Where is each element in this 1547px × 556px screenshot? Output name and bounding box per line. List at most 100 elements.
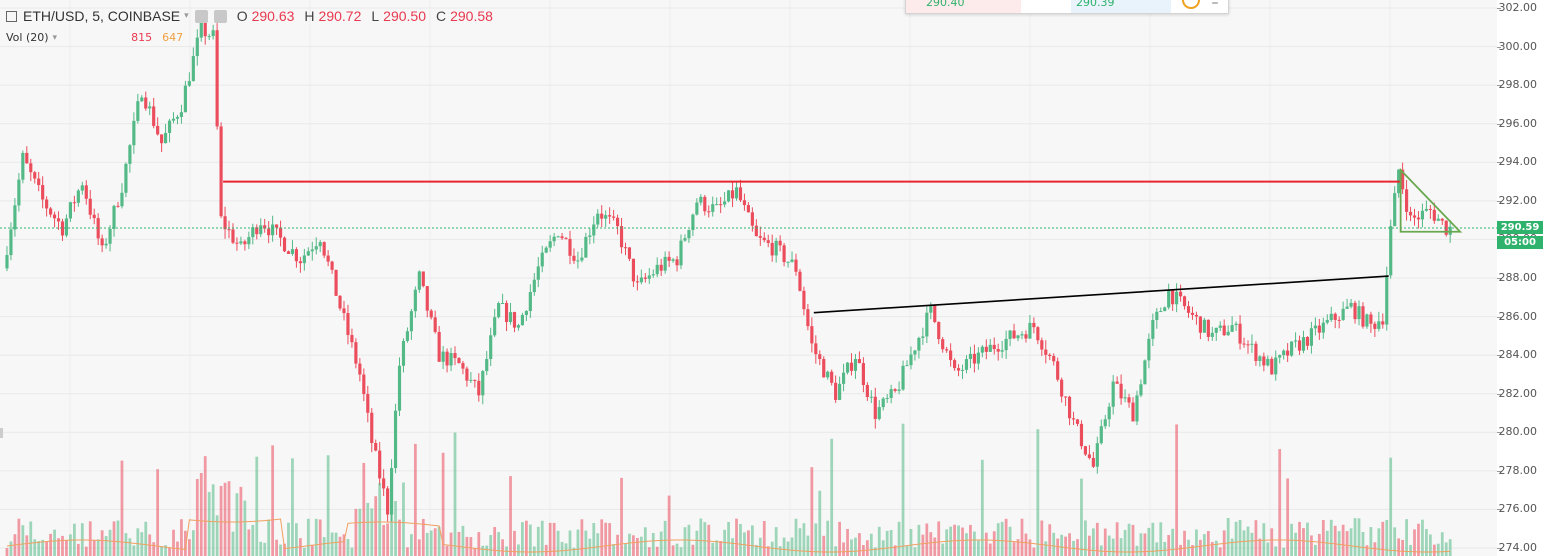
candle-body	[386, 488, 390, 515]
volume-bar	[199, 472, 203, 556]
candle-body	[576, 260, 580, 262]
candle-body	[1230, 325, 1234, 332]
volume-bar	[481, 545, 485, 556]
volume-bar	[219, 485, 223, 556]
chevron-down-icon[interactable]: ▾	[184, 11, 189, 21]
volume-bar	[1107, 535, 1111, 556]
add-icon[interactable]	[93, 32, 105, 44]
candle-body	[1373, 323, 1377, 329]
volume-bar	[1171, 528, 1175, 556]
candle-body	[584, 236, 588, 258]
volume-bar	[945, 529, 949, 556]
volume-bar	[1440, 532, 1444, 556]
candle-body	[838, 383, 842, 400]
volume-bar	[378, 483, 382, 556]
chevron-down-icon[interactable]: ▾	[52, 32, 58, 43]
candle-body	[1325, 319, 1329, 323]
volume-bar	[616, 534, 619, 556]
visibility-icon[interactable]	[61, 32, 73, 44]
minimize-icon[interactable]: –	[1211, 0, 1219, 11]
volume-bar	[370, 508, 374, 556]
price-tick-mark	[1497, 393, 1501, 395]
volume-bar	[255, 456, 259, 556]
candle-body	[60, 221, 65, 236]
candle-body	[778, 240, 782, 246]
candle-body	[715, 204, 719, 206]
volume-label[interactable]: Vol (20)	[6, 31, 49, 44]
candle-body	[588, 235, 592, 237]
candle-body	[1016, 335, 1020, 339]
volume-bar	[532, 546, 536, 556]
candle-body	[124, 163, 128, 193]
candle-body	[358, 363, 362, 375]
volume-bar	[596, 533, 600, 556]
candle-body	[806, 309, 810, 327]
volume-bar	[9, 541, 13, 556]
price-tick-mark	[1497, 509, 1501, 511]
price-axis[interactable]: 302.00 300.00 298.00 296.00 294.00 292.00 290.…	[1497, 0, 1547, 556]
candle-body	[1286, 350, 1290, 356]
volume-bar	[473, 547, 477, 556]
settings-icon[interactable]	[213, 9, 227, 23]
candle-body	[1103, 419, 1107, 427]
candle-body	[548, 241, 552, 248]
volume-bar	[679, 547, 683, 556]
candle-body	[845, 362, 850, 373]
candle-body	[413, 289, 417, 312]
candle-body	[49, 208, 53, 215]
volume-bar	[417, 539, 421, 556]
volume-bar	[330, 532, 334, 556]
candle-body	[1408, 211, 1413, 216]
chart-area[interactable]	[0, 0, 1498, 556]
price-tick-label: 286.00	[1498, 309, 1538, 323]
candle-body	[520, 314, 524, 326]
candle-body	[389, 468, 394, 515]
volume-bar	[191, 530, 195, 556]
price-tick-mark	[1497, 470, 1501, 472]
volume-bar	[572, 547, 576, 556]
volume-bar	[251, 524, 255, 556]
volume-bar	[41, 539, 45, 556]
volume-bar	[243, 500, 247, 556]
candle-body	[1198, 316, 1202, 333]
volume-bar	[810, 467, 814, 556]
volume-bar	[120, 460, 124, 556]
candle-body	[953, 360, 957, 369]
sell-box[interactable]	[906, 0, 1021, 13]
candle-body	[80, 185, 84, 191]
left-scroll-handle[interactable]	[0, 428, 3, 438]
candle-body	[552, 236, 556, 242]
volume-bar	[929, 532, 933, 556]
candle-body	[960, 369, 965, 371]
candle-body	[179, 112, 184, 117]
price-tick-label: 280.00	[1498, 425, 1538, 439]
candle-body	[1020, 334, 1024, 336]
volume-bar	[187, 539, 191, 556]
candle-body	[417, 271, 421, 290]
candle-body	[132, 120, 136, 146]
candle-body	[857, 359, 862, 364]
order-popup[interactable]: 290.40 290.39 –	[905, 0, 1229, 14]
candle-body	[72, 202, 76, 204]
candle-body	[330, 261, 334, 270]
buy-box[interactable]	[1071, 0, 1171, 13]
settings-icon[interactable]	[77, 32, 89, 44]
symbol-label[interactable]: ETH/USD, 5, COINBASE	[23, 8, 181, 24]
candle-body	[1274, 357, 1278, 375]
volume-bar	[996, 523, 1000, 556]
clock-icon[interactable]	[1182, 0, 1200, 9]
candle-body	[1242, 343, 1246, 345]
collapse-icon[interactable]	[6, 10, 17, 22]
price-chart[interactable]	[0, 0, 1497, 556]
volume-bar	[1254, 520, 1258, 556]
candle-body	[223, 216, 227, 230]
volume-bar	[794, 518, 798, 556]
volume-bar	[421, 518, 425, 556]
volume-bar	[1016, 539, 1020, 556]
candle-body	[108, 228, 112, 244]
close-icon[interactable]	[109, 32, 121, 44]
visibility-icon[interactable]	[194, 9, 208, 23]
volume-bar	[655, 546, 659, 556]
volume-bar	[1286, 478, 1290, 556]
candle-body	[278, 227, 283, 238]
